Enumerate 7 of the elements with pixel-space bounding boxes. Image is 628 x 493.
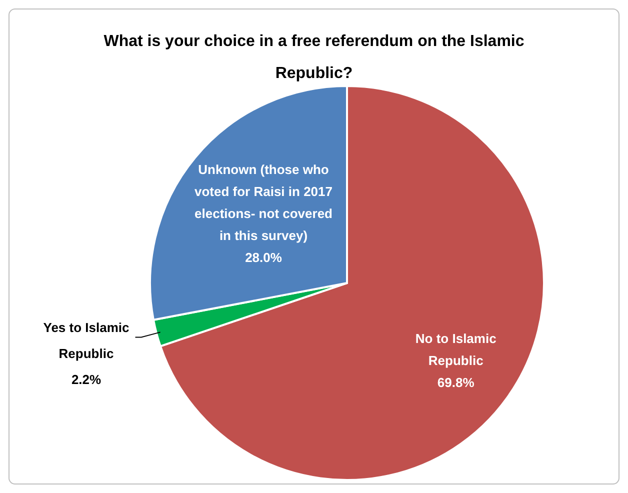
slice-label: No to Islamic Republic — [415, 331, 496, 368]
chart-title: What is your choice in a free referendum on the Islamic Republic? — [104, 33, 524, 82]
data-label: 28.0% — [245, 250, 282, 265]
data-label: 69.8% — [437, 375, 475, 390]
data-label: 2.2% — [71, 372, 102, 388]
slice-label: Yes to Islamic Republic — [43, 320, 130, 362]
slice-label: Unknown (those who voted for Raisi in 2017 elections- not covered in this survey) — [194, 162, 333, 243]
